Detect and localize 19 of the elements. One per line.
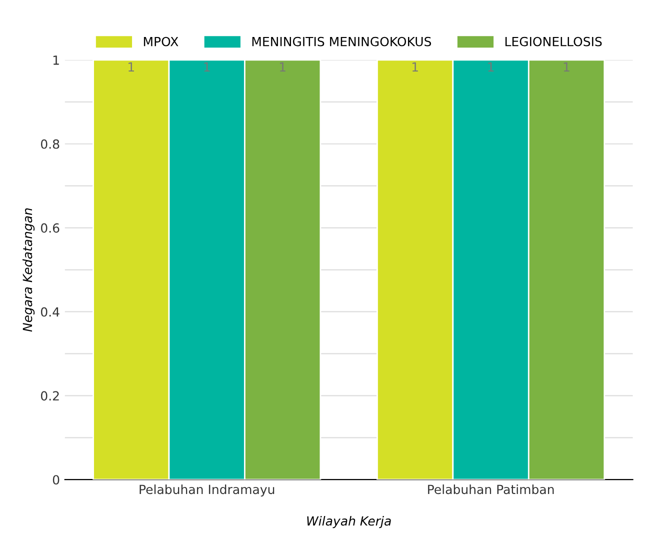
legend-label: LEGIONELLOSIS bbox=[505, 36, 602, 46]
x-tick-label: Pelabuhan Patimban bbox=[428, 484, 554, 494]
data-label: 1 bbox=[280, 62, 286, 72]
data-label: 1 bbox=[564, 62, 570, 72]
data-label: 1 bbox=[412, 62, 418, 72]
y-axis-title: Negara Kedatangan bbox=[22, 208, 35, 332]
y-tick-label: 0.8 bbox=[40, 139, 60, 149]
data-label: 1 bbox=[128, 62, 134, 72]
data-label: 1 bbox=[204, 62, 210, 72]
data-label: 1 bbox=[488, 62, 494, 72]
x-axis-title: Wilayah Kerja bbox=[307, 516, 391, 528]
y-tick-label: 0.6 bbox=[40, 223, 60, 233]
y-tick-label: 0.4 bbox=[40, 307, 60, 317]
legend-label: MPOX bbox=[144, 36, 178, 46]
y-tick-label: 0 bbox=[52, 475, 60, 485]
y-tick-label: 1 bbox=[53, 56, 59, 65]
legend-label: MENINGITIS MENINGOKOKUS bbox=[252, 36, 432, 46]
y-tick-label: 0.2 bbox=[40, 391, 59, 401]
x-tick-label: Pelabuhan Indramayu bbox=[140, 484, 274, 497]
